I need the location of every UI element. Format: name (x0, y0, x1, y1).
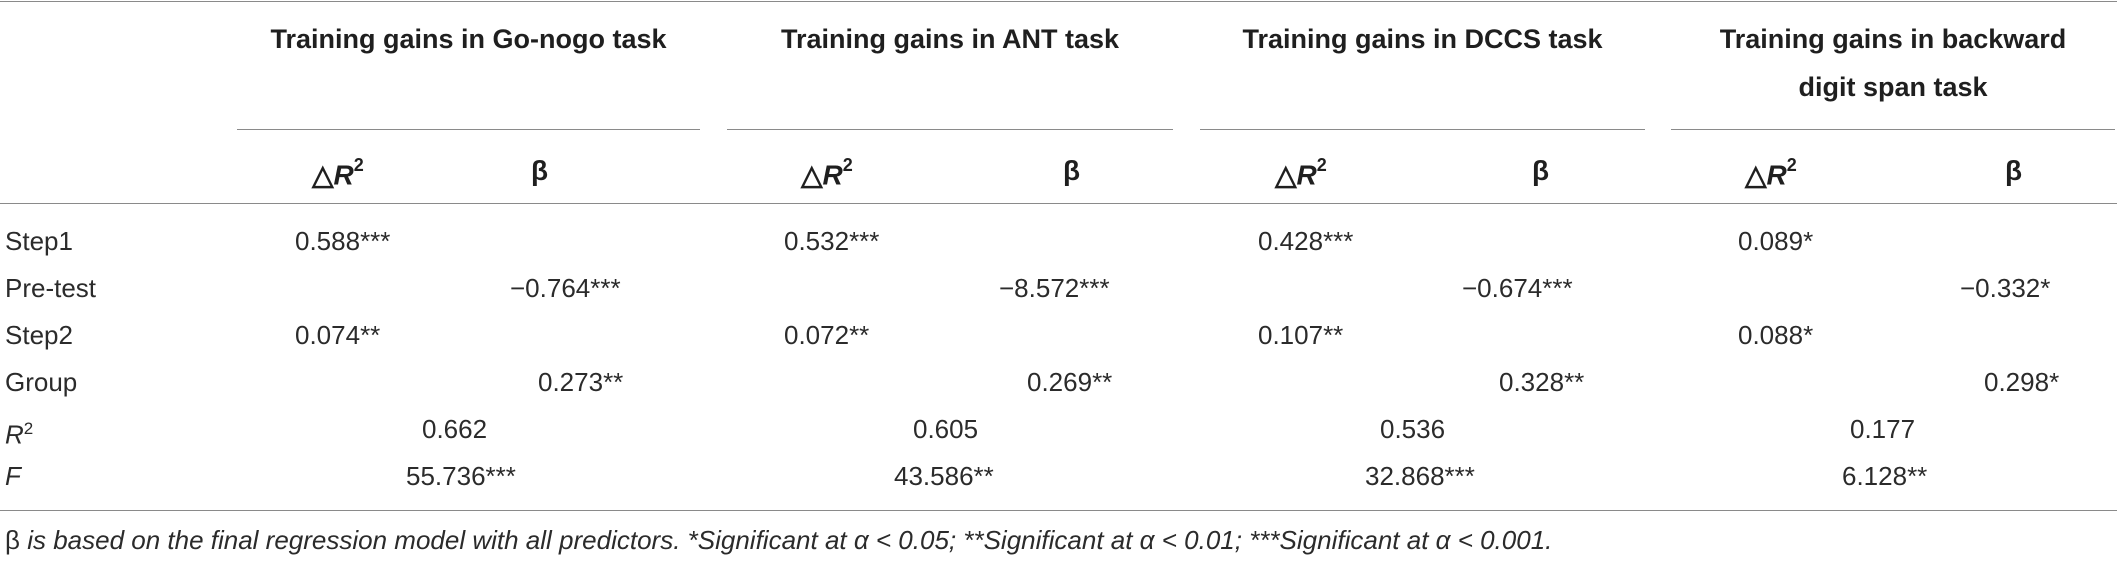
cell-step1-dccs: 0.428*** (1258, 226, 1354, 256)
footnote-text: is based on the final regression model w… (19, 525, 1553, 555)
cell-f-ant: 43.586** (894, 461, 994, 491)
cell-f-backward-digit-span: 6.128** (1842, 461, 1928, 491)
row-label-step2: Step2 (5, 320, 73, 350)
header-rule-backward-digit-span (1671, 129, 2115, 130)
cell-r2-ant: 0.605 (913, 414, 979, 444)
cell-group-dccs: 0.328** (1499, 367, 1585, 397)
cell-r2-backward-digit-span: 0.177 (1850, 414, 1916, 444)
table-bottom-rule (0, 510, 2117, 511)
cell-step2-dccs: 0.107** (1258, 320, 1344, 350)
footnote-beta-symbol: β (5, 525, 20, 555)
cell-pretest-go-nogo: −0.764*** (510, 273, 621, 303)
cell-step1-backward-digit-span: 0.089* (1738, 226, 1814, 256)
subheader-beta-dccs: β (1532, 155, 1550, 186)
header-rule-ant (727, 129, 1173, 130)
subheader-delta-r2-dccs: △R2 (1275, 155, 1327, 191)
row-label-group: Group (5, 367, 78, 397)
header-rule-dccs (1200, 129, 1645, 130)
cell-r2-dccs: 0.536 (1380, 414, 1446, 444)
subheader-beta-go-nogo: β (531, 155, 549, 186)
cell-pretest-dccs: −0.674*** (1462, 273, 1573, 303)
cell-f-go-nogo: 55.736*** (406, 461, 516, 491)
subheader-bottom-rule (0, 203, 2117, 204)
subheader-delta-r2-backward-digit-span: △R2 (1745, 155, 1797, 191)
header-ant: Training gains in ANT task (780, 24, 1120, 54)
row-label-step1: Step1 (5, 226, 73, 256)
subheader-beta-ant: β (1063, 155, 1081, 186)
row-label-pretest: Pre-test (5, 273, 97, 303)
cell-group-ant: 0.269** (1027, 367, 1113, 397)
subheader-beta-backward-digit-span: β (2005, 155, 2023, 186)
cell-step1-go-nogo: 0.588*** (295, 226, 391, 256)
header-rule-go-nogo (237, 129, 700, 130)
table-top-rule (0, 1, 2117, 2)
subheader-delta-r2-ant: △R2 (801, 155, 853, 191)
cell-step2-ant: 0.072** (784, 320, 870, 350)
cell-group-go-nogo: 0.273** (538, 367, 624, 397)
subheader-delta-r2-go-nogo: △R2 (312, 155, 364, 191)
cell-f-dccs: 32.868*** (1365, 461, 1475, 491)
header-dccs: Training gains in DCCS task (1242, 24, 1603, 54)
cell-r2-go-nogo: 0.662 (422, 414, 488, 444)
cell-pretest-backward-digit-span: −0.332* (1960, 273, 2051, 303)
cell-step1-ant: 0.532*** (784, 226, 880, 256)
row-label-f: F (5, 461, 21, 491)
header-backward-digit-span-line2: digit span task (1798, 72, 1988, 102)
row-label-r2: R2 (5, 419, 34, 450)
cell-group-backward-digit-span: 0.298* (1984, 367, 2060, 397)
header-go-nogo: Training gains in Go-nogo task (270, 24, 667, 54)
cell-step2-go-nogo: 0.074** (295, 320, 381, 350)
cell-step2-backward-digit-span: 0.088* (1738, 320, 1814, 350)
header-backward-digit-span-line1: Training gains in backward (1719, 24, 2067, 54)
cell-pretest-ant: −8.572*** (999, 273, 1110, 303)
table-footnote: β is based on the final regression model… (5, 525, 1552, 555)
